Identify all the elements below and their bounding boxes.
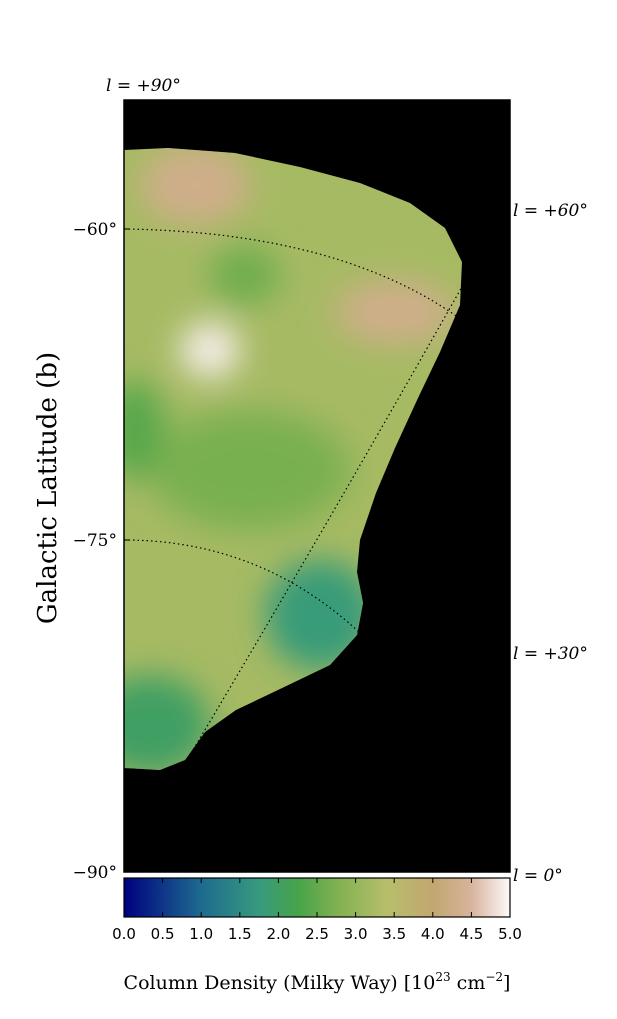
colorbar-tick-label: 1.5 <box>228 925 252 943</box>
y-axis-label: Galactic Latitude (b) <box>33 352 63 624</box>
colorbar-tick-marks <box>123 878 511 917</box>
latitude-tick-label: −90° <box>73 863 117 883</box>
axes-frame <box>123 99 511 873</box>
longitude-label-30: l = +30° <box>513 644 588 664</box>
density-blob <box>335 280 455 344</box>
longitude-line-60 <box>189 284 464 756</box>
colorbar-tick-label: 3.0 <box>344 925 368 943</box>
longitude-label-90: l = +90° <box>106 76 181 96</box>
latitude-tick-label: −60° <box>73 220 117 240</box>
coordinate-grid <box>124 228 464 756</box>
latitude-tick-label: −75° <box>73 531 117 551</box>
density-blob <box>210 245 280 305</box>
colorbar-tick-labels: 0.0 0.5 1.0 1.5 2.0 2.5 3.0 3.5 4.0 4.5 5.0 <box>112 925 522 943</box>
colorbar-tick-label: 2.5 <box>305 925 329 943</box>
latitude-line-75 <box>124 539 361 634</box>
colorbar-tick-label: 2.0 <box>266 925 290 943</box>
colorbar-gradient <box>124 878 510 917</box>
colorbar-label: Column Density (Milky Way) [1023 cm−2] <box>124 970 511 994</box>
latitude-tick-marks <box>124 228 130 873</box>
colorbar-tick-label: 1.0 <box>189 925 213 943</box>
density-blob <box>265 560 375 670</box>
longitude-label-0: l = 0° <box>513 866 563 886</box>
colorbar-tick-label: 5.0 <box>498 925 522 943</box>
colorbar-tick-label: 0.0 <box>112 925 136 943</box>
density-blob <box>140 148 250 225</box>
longitude-label-60: l = +60° <box>513 201 588 221</box>
density-blob <box>124 675 210 770</box>
colorbar-label-exponent-2: −2 <box>485 970 503 984</box>
density-blob <box>124 380 165 480</box>
colorbar: 0.0 0.5 1.0 1.5 2.0 2.5 3.0 3.5 4.0 4.5 5.0 <box>112 877 522 943</box>
colorbar-tick-label: 3.5 <box>382 925 406 943</box>
colorbar-label-unit: cm <box>451 972 486 994</box>
colorbar-tick-label: 4.5 <box>459 925 483 943</box>
colorbar-label-end: ] <box>503 972 510 994</box>
colorbar-label-exponent-1: 23 <box>435 970 450 984</box>
latitude-line-60 <box>124 228 463 321</box>
colorbar-tick-label: 4.0 <box>421 925 445 943</box>
colorbar-label-main: Column Density (Milky Way) [10 <box>124 972 436 994</box>
colorbar-tick-label: 0.5 <box>151 925 175 943</box>
density-blob <box>150 410 350 530</box>
density-blob <box>180 322 240 378</box>
